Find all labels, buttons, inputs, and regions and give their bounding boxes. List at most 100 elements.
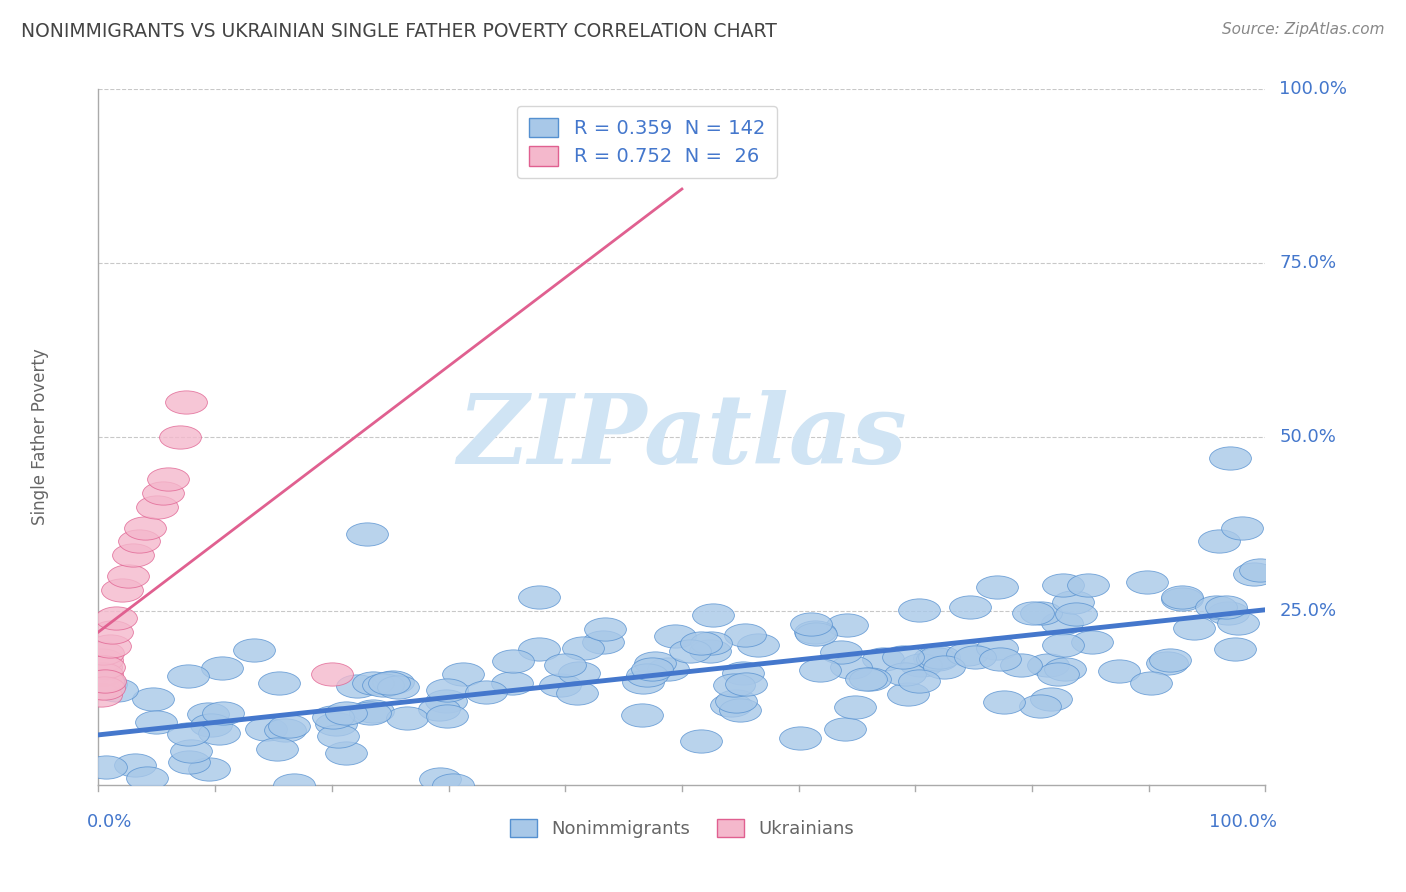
Point <box>702 608 724 623</box>
Point <box>122 549 145 563</box>
Point <box>335 706 357 720</box>
Point <box>986 580 1008 594</box>
Point <box>839 660 862 674</box>
Point <box>664 629 686 643</box>
Text: 75.0%: 75.0% <box>1279 254 1337 272</box>
Point <box>177 727 200 741</box>
Point <box>1064 607 1087 621</box>
Point <box>326 730 349 744</box>
Point <box>198 762 221 776</box>
Point <box>142 691 165 706</box>
Point <box>986 641 1008 656</box>
Point <box>90 666 112 681</box>
Point <box>630 708 652 723</box>
Point <box>804 624 827 639</box>
Point <box>208 726 231 740</box>
Point <box>932 660 955 674</box>
Point <box>124 758 146 772</box>
Text: 50.0%: 50.0% <box>1279 428 1336 446</box>
Point <box>1052 638 1074 652</box>
Point <box>387 680 409 694</box>
Point <box>908 603 931 617</box>
Point <box>965 650 987 665</box>
Text: Source: ZipAtlas.com: Source: ZipAtlas.com <box>1222 22 1385 37</box>
Point <box>1205 599 1227 614</box>
Point <box>700 635 723 649</box>
Point <box>724 694 747 708</box>
Point <box>723 678 745 692</box>
Point <box>256 722 278 736</box>
Point <box>897 687 920 701</box>
Point <box>134 520 156 534</box>
Point <box>180 744 202 758</box>
Point <box>169 430 191 444</box>
Point <box>834 722 856 736</box>
Point <box>631 674 654 689</box>
Point <box>243 643 266 657</box>
Text: ZIPatlas: ZIPatlas <box>457 390 907 484</box>
Point <box>174 395 197 409</box>
Point <box>800 616 823 631</box>
Text: NONIMMIGRANTS VS UKRAINIAN SINGLE FATHER POVERTY CORRELATION CHART: NONIMMIGRANTS VS UKRAINIAN SINGLE FATHER… <box>21 22 778 41</box>
Point <box>322 710 344 724</box>
Point <box>1052 578 1074 592</box>
Point <box>359 706 381 721</box>
Point <box>1047 667 1070 681</box>
Text: 100.0%: 100.0% <box>1279 80 1347 98</box>
Point <box>993 695 1015 709</box>
Point <box>956 647 979 661</box>
Point <box>689 734 711 748</box>
Point <box>321 666 343 681</box>
Point <box>1053 662 1076 676</box>
Point <box>735 677 758 691</box>
Point <box>117 569 139 583</box>
Point <box>789 731 811 746</box>
Point <box>91 673 114 688</box>
Point <box>395 711 418 725</box>
Point <box>1226 615 1249 630</box>
Text: Single Father Poverty: Single Father Poverty <box>31 349 49 525</box>
Point <box>378 676 401 690</box>
Point <box>568 666 591 681</box>
Legend: Nonimmigrants, Ukrainians: Nonimmigrants, Ukrainians <box>502 812 862 846</box>
Point <box>104 611 127 625</box>
Point <box>1010 657 1032 672</box>
Point <box>1039 691 1062 706</box>
Point <box>89 666 111 681</box>
Point <box>1219 450 1241 465</box>
Point <box>356 527 378 541</box>
Point <box>1031 607 1053 621</box>
Point <box>111 583 134 598</box>
Point <box>830 645 852 659</box>
Point <box>1249 563 1271 577</box>
Point <box>720 698 742 712</box>
Point <box>928 650 950 665</box>
Point <box>94 677 117 691</box>
Point <box>436 709 458 723</box>
Point <box>1243 567 1265 582</box>
Point <box>891 649 914 664</box>
Point <box>90 688 112 702</box>
Point <box>1171 591 1194 606</box>
Point <box>451 667 474 681</box>
Point <box>94 673 117 688</box>
Point <box>1218 607 1240 621</box>
Text: 0.0%: 0.0% <box>87 813 132 830</box>
Point <box>565 686 588 700</box>
Point <box>90 653 112 667</box>
Point <box>105 682 128 697</box>
Point <box>152 485 174 500</box>
Point <box>859 672 882 686</box>
Point <box>146 500 169 514</box>
Point <box>1077 577 1099 591</box>
Point <box>734 628 756 642</box>
Point <box>1230 520 1253 534</box>
Point <box>429 701 451 715</box>
Point <box>266 742 288 756</box>
Point <box>96 760 118 774</box>
Point <box>101 624 124 639</box>
Point <box>197 706 219 721</box>
Point <box>593 622 616 636</box>
Point <box>90 659 112 673</box>
Point <box>527 590 550 604</box>
